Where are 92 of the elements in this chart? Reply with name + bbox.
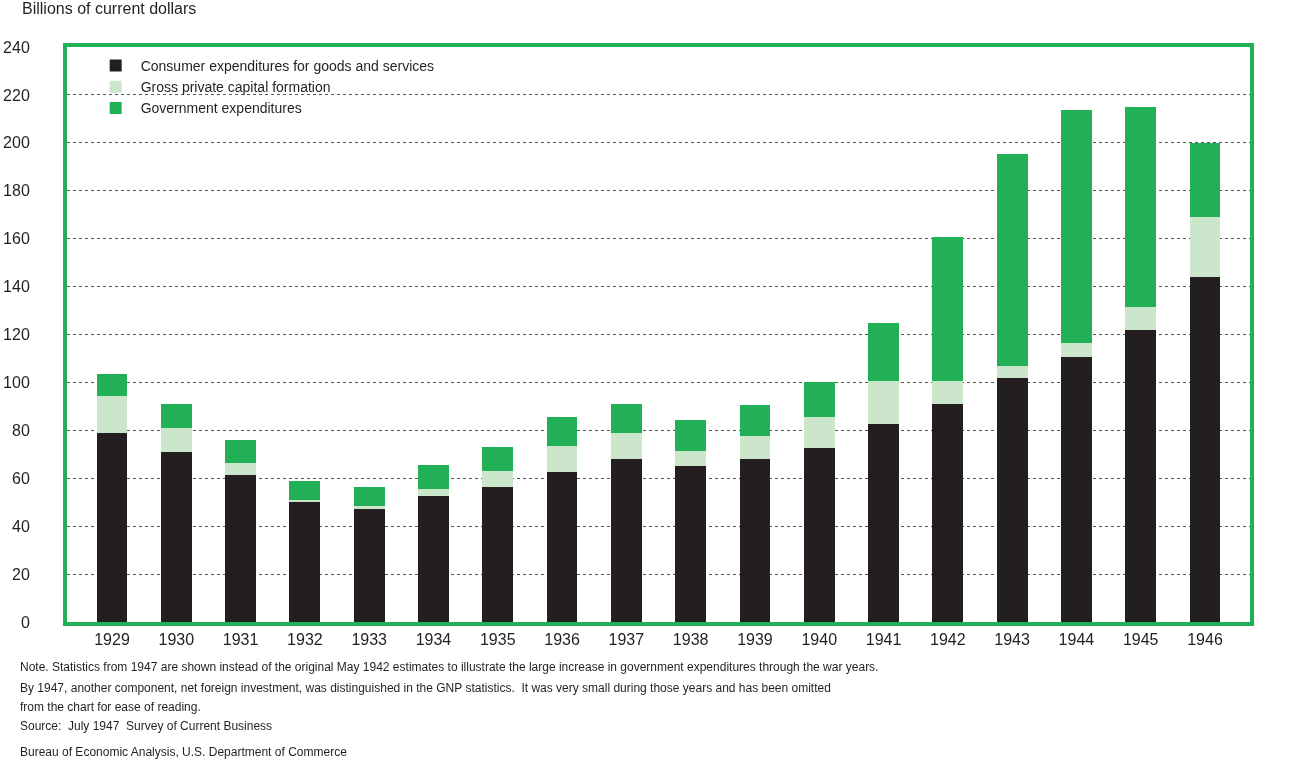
x-tick-label: 1941 <box>865 631 902 649</box>
bar <box>932 381 964 404</box>
text: Bureau of Economic Analysis, U.S. Department of Commerce <box>20 745 348 759</box>
y-tick-label: 160 <box>3 230 30 248</box>
bar <box>868 381 899 425</box>
x-tick-label: 1932 <box>287 631 323 649</box>
bar <box>96 432 128 622</box>
bar <box>225 462 257 475</box>
x-tick-label: 1933 <box>351 631 388 649</box>
bar <box>996 153 1028 366</box>
y-tick-label: 120 <box>3 326 30 344</box>
x-tick-label: 1931 <box>222 631 259 649</box>
bar <box>1060 342 1092 358</box>
bar <box>353 509 385 622</box>
bar <box>1189 277 1221 622</box>
bar <box>1125 306 1157 330</box>
bar <box>739 436 771 460</box>
text: By 1947, another component, net foreign investment, was distinguished in the GNP statistics. It was very small during those years and has been omitted <box>20 681 831 695</box>
x-tick-label: 1944 <box>1058 631 1095 649</box>
bar <box>1189 217 1221 277</box>
y-tick-label: 100 <box>3 374 30 392</box>
bar <box>868 424 899 622</box>
y-tick-label: 40 <box>12 517 30 535</box>
x-tick-label: 1935 <box>479 631 516 649</box>
bar <box>739 459 771 622</box>
y-tick-label: 240 <box>3 38 30 56</box>
x-tick-label: 1946 <box>1187 631 1223 649</box>
bar <box>289 480 321 500</box>
text: from the chart for ease of reading. <box>20 700 201 714</box>
bar <box>546 445 578 473</box>
bar <box>739 405 771 437</box>
x-tick-label: 1939 <box>737 631 773 649</box>
source-note: Source: July 1947 Survey of Current Business <box>20 719 273 733</box>
bar <box>803 382 835 418</box>
bar <box>996 365 1028 378</box>
bar <box>1060 110 1092 343</box>
y-tick-label: 80 <box>12 421 30 439</box>
bar <box>868 322 899 382</box>
bar <box>803 417 835 449</box>
x-tick-label: 1943 <box>994 631 1031 649</box>
y-tick-label: 0 <box>20 613 30 631</box>
y-tick-label: 140 <box>3 278 30 296</box>
y-tick-label: 180 <box>3 182 30 200</box>
bar <box>1125 329 1157 622</box>
bar <box>160 403 192 428</box>
bar <box>675 466 707 622</box>
bar <box>96 374 128 396</box>
bar <box>160 427 192 452</box>
bar <box>1189 142 1221 218</box>
x-tick-label: 1940 <box>801 631 838 649</box>
bar <box>482 447 514 472</box>
bar <box>96 395 128 433</box>
bar <box>418 465 449 490</box>
legend-label: Government expenditures <box>140 100 302 117</box>
bar <box>160 451 192 622</box>
y-tick-label: 60 <box>12 469 30 487</box>
bar <box>289 502 321 622</box>
x-tick-label: 1934 <box>415 631 452 649</box>
bar <box>418 489 449 497</box>
text: Note. Statistics from 1947 are shown instead of the original May 1942 estimates to illustrate the large increase in government expenditures through the war years. <box>20 660 879 674</box>
y-tick-label: 200 <box>3 134 30 152</box>
x-tick-label: 1938 <box>672 631 709 649</box>
bar <box>225 439 257 463</box>
legend-label: Consumer expenditures for goods and services <box>140 57 435 74</box>
bar <box>932 237 964 382</box>
bar <box>932 403 964 622</box>
bar <box>546 472 578 622</box>
x-tick-label: 1929 <box>94 631 130 649</box>
bar <box>610 432 642 460</box>
bar <box>482 486 514 622</box>
y-axis-title: Billions of current dollars <box>22 0 197 17</box>
y-tick-label: 220 <box>3 86 30 104</box>
bar <box>1060 357 1092 622</box>
x-tick-label: 1937 <box>608 631 645 649</box>
x-tick-label: 1936 <box>544 631 580 649</box>
y-tick-label: 20 <box>12 565 30 583</box>
x-tick-label: 1945 <box>1122 631 1159 649</box>
bar <box>803 448 835 622</box>
bar <box>996 377 1028 622</box>
bar <box>482 471 514 487</box>
bar <box>225 474 257 622</box>
x-tick-label: 1930 <box>158 631 195 649</box>
bar <box>418 496 449 622</box>
legend-label: Gross private capital formation <box>140 79 331 96</box>
bar <box>610 459 642 622</box>
bar <box>1125 106 1157 307</box>
bar <box>675 419 707 451</box>
x-tick-label: 1942 <box>930 631 966 649</box>
bar <box>610 403 642 433</box>
bar <box>546 417 578 446</box>
bar <box>353 486 385 506</box>
bar <box>675 450 707 467</box>
